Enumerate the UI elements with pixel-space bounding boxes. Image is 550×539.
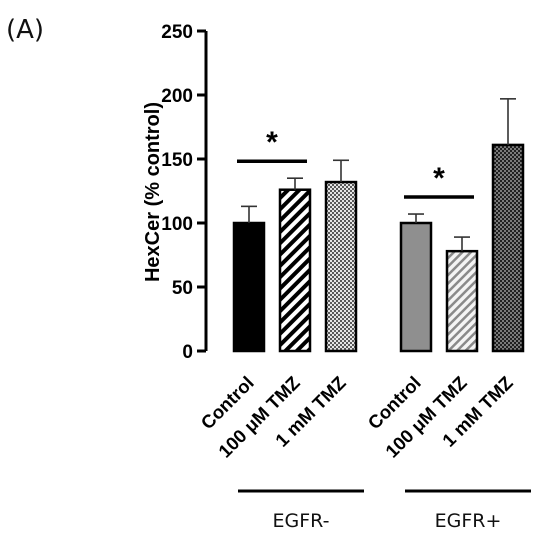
significance-layer: **	[237, 126, 474, 199]
significance-star: *	[266, 126, 278, 159]
significance-star: *	[433, 162, 445, 195]
group-label: EGFR-	[273, 510, 330, 532]
bar	[232, 221, 266, 353]
group-label: EGFR+	[435, 510, 502, 532]
y-tick-label: 250	[161, 22, 193, 43]
y-axis-label: HexCer (% control)	[142, 102, 164, 282]
y-tick-label: 50	[172, 278, 193, 299]
bars-layer	[232, 143, 525, 353]
y-tick-label: 200	[161, 86, 193, 107]
error-bars-layer	[241, 98, 516, 252]
y-axis: 0 50 100 150 200 250	[161, 22, 208, 363]
bar	[445, 249, 479, 353]
y-tick-label: 0	[182, 342, 193, 363]
bar	[399, 221, 433, 353]
y-tick-label: 100	[161, 214, 193, 235]
bar	[491, 143, 525, 353]
panel-label: (A)	[6, 15, 44, 45]
y-tick-label: 150	[161, 150, 193, 171]
group-labels-layer: EGFR- EGFR+	[238, 489, 531, 532]
bar	[278, 188, 312, 353]
bar	[324, 180, 358, 353]
